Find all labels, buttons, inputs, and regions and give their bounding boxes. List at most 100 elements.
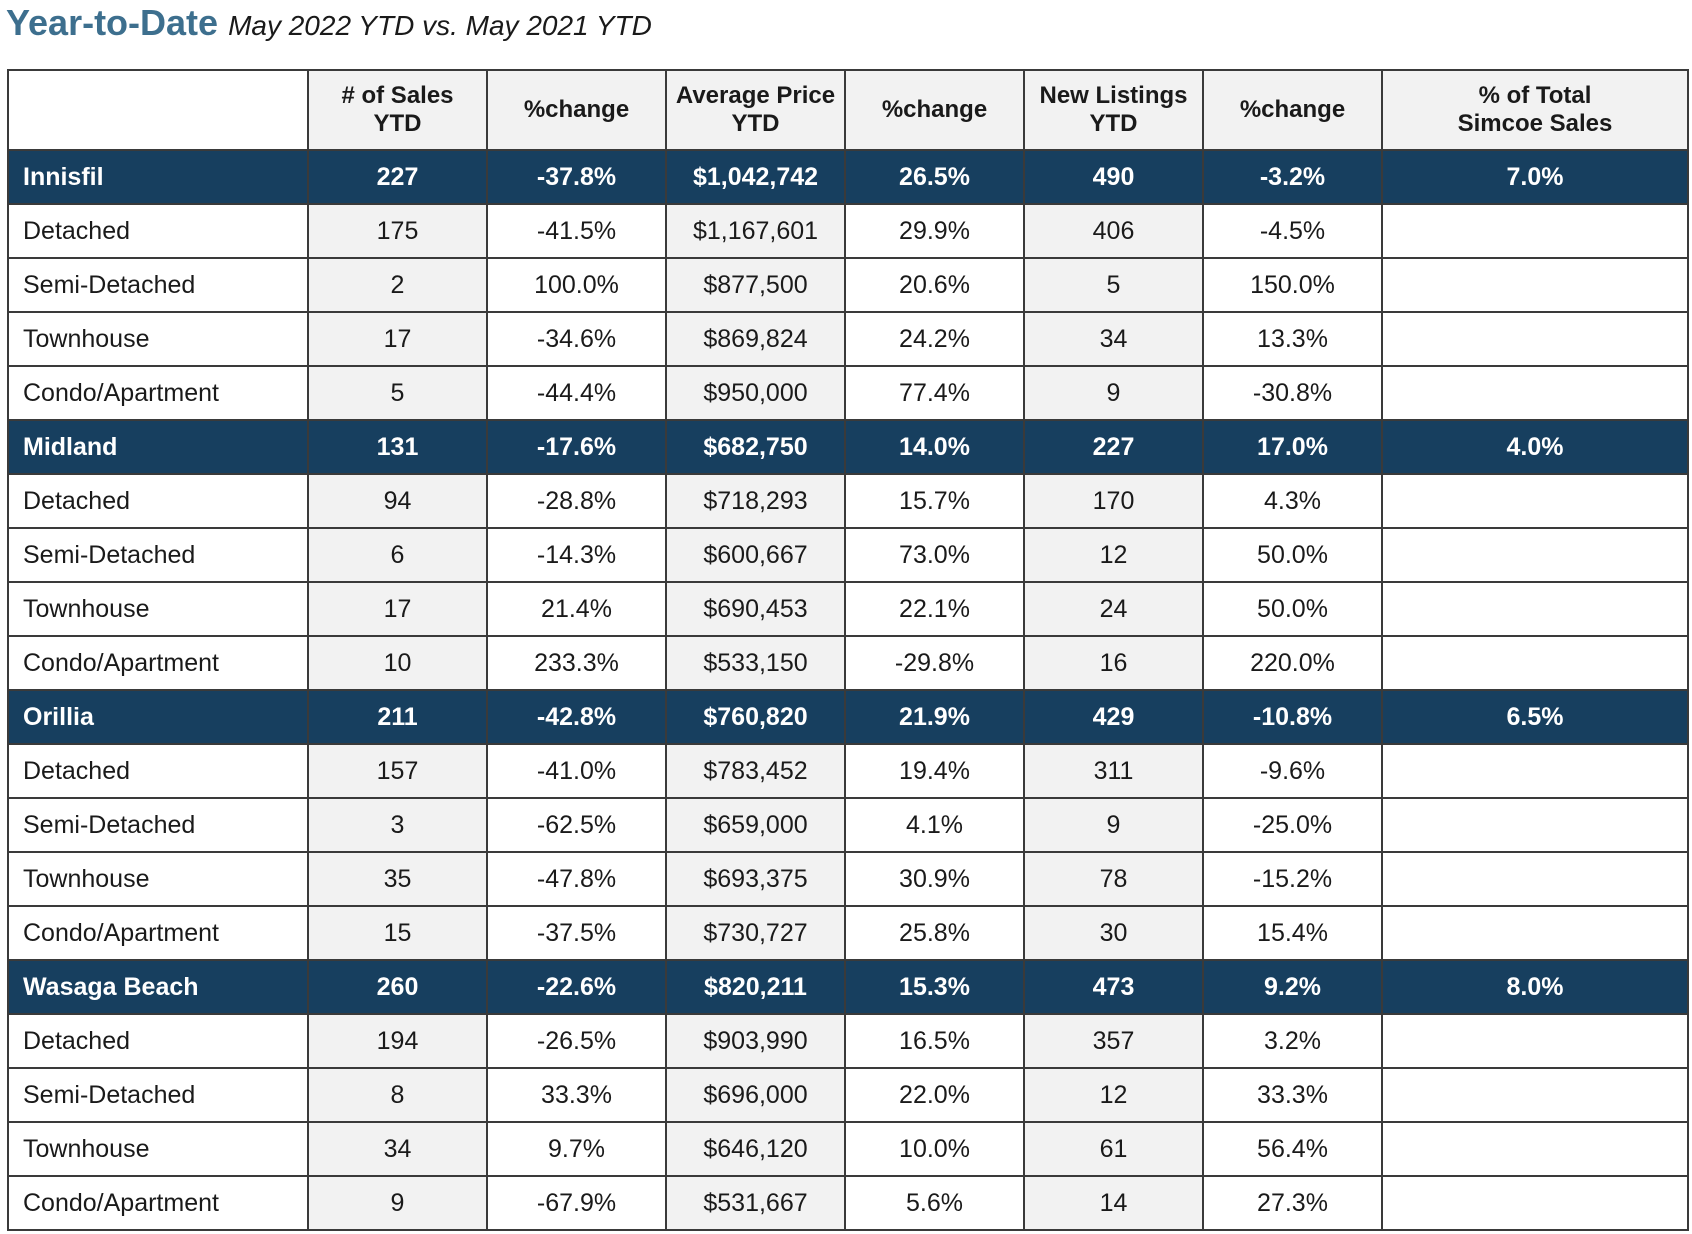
group-name-cell: Midland — [7, 419, 309, 475]
new-listings-cell: 9 — [1023, 365, 1204, 421]
listings-change-cell: 50.0% — [1202, 527, 1383, 583]
page-subtitle: May 2022 YTD vs. May 2021 YTD — [228, 10, 652, 41]
simcoe-share-cell-empty — [1381, 311, 1689, 367]
header-listings-change: %change — [1202, 69, 1383, 151]
average-price-cell: $718,293 — [665, 473, 846, 529]
listings-change-cell: -30.8% — [1202, 365, 1383, 421]
sales-ytd-cell: 34 — [307, 1121, 488, 1177]
price-change-cell: 15.7% — [844, 473, 1025, 529]
price-change-cell: 73.0% — [844, 527, 1025, 583]
property-type-cell: Townhouse — [7, 311, 309, 367]
price-change-cell: 77.4% — [844, 365, 1025, 421]
new-listings-cell: 357 — [1023, 1013, 1204, 1069]
price-change-cell: -29.8% — [844, 635, 1025, 691]
sales-ytd-cell: 227 — [307, 149, 488, 205]
simcoe-share-cell-empty — [1381, 203, 1689, 259]
average-price-cell: $730,727 — [665, 905, 846, 961]
simcoe-share-cell-empty — [1381, 1175, 1689, 1231]
new-listings-cell: 406 — [1023, 203, 1204, 259]
average-price-cell: $696,000 — [665, 1067, 846, 1123]
new-listings-cell: 5 — [1023, 257, 1204, 313]
price-change-cell: 5.6% — [844, 1175, 1025, 1231]
average-price-cell: $903,990 — [665, 1013, 846, 1069]
price-change-cell: 29.9% — [844, 203, 1025, 259]
page-title: Year-to-Date — [6, 2, 219, 43]
average-price-cell: $693,375 — [665, 851, 846, 907]
sales-ytd-cell: 15 — [307, 905, 488, 961]
listings-change-cell: 3.2% — [1202, 1013, 1383, 1069]
listings-change-cell: 33.3% — [1202, 1067, 1383, 1123]
price-change-cell: 4.1% — [844, 797, 1025, 853]
listings-change-cell: 15.4% — [1202, 905, 1383, 961]
sales-change-cell: -67.9% — [486, 1175, 667, 1231]
listings-change-cell: -9.6% — [1202, 743, 1383, 799]
average-price-cell: $869,824 — [665, 311, 846, 367]
price-change-cell: 22.1% — [844, 581, 1025, 637]
simcoe-share-cell-empty — [1381, 851, 1689, 907]
sales-ytd-cell: 9 — [307, 1175, 488, 1231]
new-listings-cell: 170 — [1023, 473, 1204, 529]
table-body: Innisfil 227 -37.8% $1,042,742 26.5% 490 -3.2%… — [7, 149, 1689, 1231]
sales-ytd-cell: 10 — [307, 635, 488, 691]
new-listings-cell: 12 — [1023, 1067, 1204, 1123]
listings-change-cell: 4.3% — [1202, 473, 1383, 529]
sales-ytd-cell: 2 — [307, 257, 488, 313]
sales-ytd-cell: 6 — [307, 527, 488, 583]
property-type-cell: Semi-Detached — [7, 1067, 309, 1123]
price-change-cell: 16.5% — [844, 1013, 1025, 1069]
property-type-cell: Townhouse — [7, 1121, 309, 1177]
simcoe-share-cell-empty — [1381, 905, 1689, 961]
price-change-cell: 21.9% — [844, 689, 1025, 745]
sales-change-cell: -62.5% — [486, 797, 667, 853]
listings-change-cell: -4.5% — [1202, 203, 1383, 259]
listings-change-cell: -10.8% — [1202, 689, 1383, 745]
new-listings-cell: 34 — [1023, 311, 1204, 367]
group-row: Orillia 211 -42.8% $760,820 21.9% 429 -10.8% 6.… — [7, 689, 1689, 745]
table-row: Detached 175 -41.5% $1,167,601 29.9% 406 -4.5% — [7, 203, 1689, 259]
page-title-bar: Year-to-Date May 2022 YTD vs. May 2021 Y… — [6, 2, 652, 46]
table-row: Townhouse 17 -34.6% $869,824 24.2% 34 13.3% — [7, 311, 1689, 367]
property-type-cell: Townhouse — [7, 851, 309, 907]
sales-ytd-cell: 17 — [307, 581, 488, 637]
table-row: Semi-Detached 6 -14.3% $600,667 73.0% 12 50.0% — [7, 527, 1689, 583]
sales-change-cell: -47.8% — [486, 851, 667, 907]
average-price-cell: $950,000 — [665, 365, 846, 421]
table-row: Condo/Apartment 5 -44.4% $950,000 77.4% 9 -30.… — [7, 365, 1689, 421]
table-row: Detached 157 -41.0% $783,452 19.4% 311 -9.6% — [7, 743, 1689, 799]
simcoe-share-cell: 4.0% — [1381, 419, 1689, 475]
price-change-cell: 20.6% — [844, 257, 1025, 313]
sales-ytd-cell: 260 — [307, 959, 488, 1015]
new-listings-cell: 14 — [1023, 1175, 1204, 1231]
table-row: Detached 94 -28.8% $718,293 15.7% 170 4.3% — [7, 473, 1689, 529]
table-row: Detached 194 -26.5% $903,990 16.5% 357 3.2% — [7, 1013, 1689, 1069]
new-listings-cell: 311 — [1023, 743, 1204, 799]
average-price-cell: $531,667 — [665, 1175, 846, 1231]
property-type-cell: Condo/Apartment — [7, 1175, 309, 1231]
sales-ytd-cell: 94 — [307, 473, 488, 529]
header-average-price-ytd: Average Price YTD — [665, 69, 846, 151]
table-row: Townhouse 35 -47.8% $693,375 30.9% 78 -15.2% — [7, 851, 1689, 907]
sales-ytd-cell: 157 — [307, 743, 488, 799]
sales-ytd-cell: 35 — [307, 851, 488, 907]
sales-change-cell: -34.6% — [486, 311, 667, 367]
listings-change-cell: 56.4% — [1202, 1121, 1383, 1177]
property-type-cell: Detached — [7, 473, 309, 529]
average-price-cell: $690,453 — [665, 581, 846, 637]
simcoe-share-cell-empty — [1381, 473, 1689, 529]
header-share-of-simcoe-sales: % of Total Simcoe Sales — [1381, 69, 1689, 151]
listings-change-cell: 9.2% — [1202, 959, 1383, 1015]
price-change-cell: 14.0% — [844, 419, 1025, 475]
average-price-cell: $659,000 — [665, 797, 846, 853]
price-change-cell: 19.4% — [844, 743, 1025, 799]
price-change-cell: 10.0% — [844, 1121, 1025, 1177]
price-change-cell: 30.9% — [844, 851, 1025, 907]
sales-change-cell: -41.5% — [486, 203, 667, 259]
average-price-cell: $760,820 — [665, 689, 846, 745]
sales-change-cell: -28.8% — [486, 473, 667, 529]
table-row: Condo/Apartment 15 -37.5% $730,727 25.8% 30 15… — [7, 905, 1689, 961]
listings-change-cell: 17.0% — [1202, 419, 1383, 475]
sales-change-cell: -17.6% — [486, 419, 667, 475]
group-row: Midland 131 -17.6% $682,750 14.0% 227 17.0% 4.0… — [7, 419, 1689, 475]
sales-change-cell: -42.8% — [486, 689, 667, 745]
average-price-cell: $600,667 — [665, 527, 846, 583]
